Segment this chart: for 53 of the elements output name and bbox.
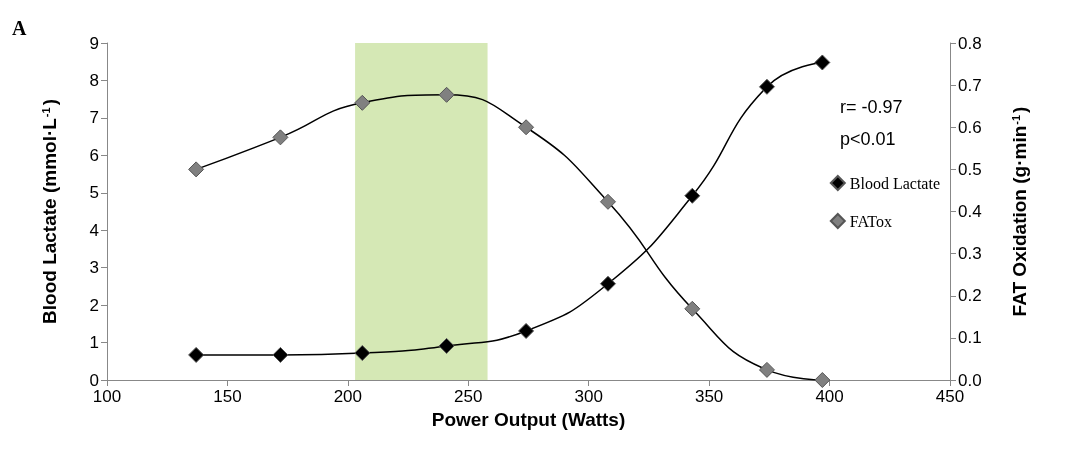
point bbox=[188, 161, 205, 178]
point bbox=[272, 129, 289, 146]
y-tick-label: 6 bbox=[89, 145, 99, 165]
point bbox=[758, 78, 775, 95]
y2-axis-title: FAT Oxidation (g·min-1) bbox=[1009, 106, 1030, 317]
point bbox=[354, 345, 371, 362]
y2-tick-label: 0.7 bbox=[958, 75, 982, 95]
point bbox=[438, 337, 455, 354]
point bbox=[599, 275, 616, 292]
y-tick-label: 8 bbox=[89, 70, 99, 90]
y2-tick-label: 0.8 bbox=[958, 33, 982, 53]
point bbox=[684, 187, 701, 204]
point bbox=[758, 361, 775, 378]
x-tick-label: 350 bbox=[694, 387, 724, 406]
x-tick-label: 100 bbox=[92, 387, 122, 406]
y-tick-label: 4 bbox=[89, 220, 99, 240]
point bbox=[354, 94, 371, 111]
y-axis-title: Blood Lactate (mmol·L-1) bbox=[39, 99, 60, 324]
x-tick-label: 250 bbox=[454, 387, 483, 406]
text: A bbox=[12, 17, 27, 39]
y-tick-label: 7 bbox=[89, 108, 99, 128]
y-tick-label: 0 bbox=[89, 370, 99, 390]
y2-tick-label: 0.0 bbox=[958, 370, 982, 390]
legend-label: FATox bbox=[849, 212, 892, 230]
point bbox=[814, 372, 831, 388]
y2-tick-label: 0.3 bbox=[958, 244, 982, 264]
y2-tick-label: 0.6 bbox=[958, 117, 982, 137]
point bbox=[684, 300, 701, 317]
y-tick-label: 5 bbox=[89, 183, 99, 203]
point bbox=[272, 346, 289, 363]
legend-label: Blood Lactate bbox=[849, 174, 940, 192]
point bbox=[814, 54, 831, 71]
point bbox=[188, 346, 205, 363]
point bbox=[438, 86, 455, 103]
point bbox=[518, 119, 535, 136]
point bbox=[518, 322, 535, 339]
y-tick-label: 1 bbox=[89, 333, 99, 353]
x-tick-label: 400 bbox=[815, 387, 844, 406]
y-tick-label: 9 bbox=[89, 33, 99, 53]
x-tick-label: 200 bbox=[333, 387, 363, 406]
y-tick-label: 3 bbox=[89, 258, 99, 278]
annotation: r= -0.97 bbox=[840, 97, 903, 117]
x-axis-title: Power Output (Watts) bbox=[431, 409, 626, 430]
y2-tick-label: 0.5 bbox=[958, 159, 982, 179]
point bbox=[599, 193, 616, 210]
y2-tick-label: 0.4 bbox=[958, 202, 982, 221]
x-tick-label: 300 bbox=[574, 387, 603, 406]
y2-tick-label: 0.2 bbox=[958, 286, 982, 306]
y-tick-label: 2 bbox=[89, 295, 99, 315]
x-tick-label: 450 bbox=[935, 387, 965, 406]
x-tick-label: 150 bbox=[213, 387, 242, 406]
annotation: p<0.01 bbox=[840, 129, 896, 149]
y2-tick-label: 0.1 bbox=[958, 328, 982, 348]
